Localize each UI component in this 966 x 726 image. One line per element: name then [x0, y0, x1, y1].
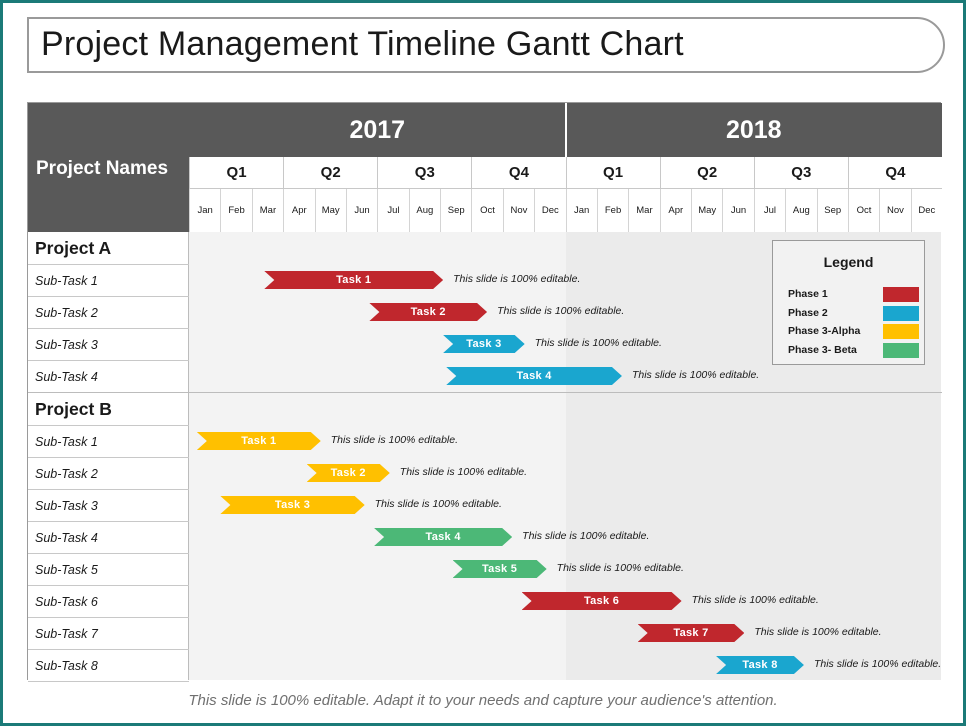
legend-item-label: Phase 1: [788, 288, 828, 300]
task-note: This slide is 100% editable.: [522, 530, 650, 542]
task-bar: Task 3: [443, 335, 525, 353]
year-header: 2017: [189, 103, 566, 157]
quarter-header: Q1: [189, 157, 284, 189]
task-note: This slide is 100% editable.: [691, 594, 819, 606]
subtask-name: Sub-Task 3: [28, 490, 189, 522]
month-header: Sep: [440, 189, 472, 232]
legend: Legend Phase 1 Phase 2 Phase 3-Alpha Phase …: [772, 240, 925, 365]
project-divider: [28, 392, 942, 393]
month-header: Dec: [534, 189, 566, 232]
month-header: Mar: [251, 189, 284, 232]
task-note: This slide is 100% editable.: [556, 562, 684, 574]
task-bar: Task 5: [453, 560, 547, 578]
quarter-header: Q2: [283, 157, 378, 189]
subtask-name: Sub-Task 1: [28, 426, 189, 458]
task-note: This slide is 100% editable.: [453, 273, 581, 285]
month-header: Jun: [345, 189, 378, 232]
month-header: Feb: [596, 189, 629, 232]
month-header: Apr: [659, 189, 691, 232]
quarter-header: Q2: [659, 157, 754, 189]
subtask-name: Sub-Task 4: [28, 522, 189, 554]
task-bar: Task 2: [307, 464, 390, 482]
month-header: Oct: [471, 189, 503, 232]
title-bar: Project Management Timeline Gantt Chart: [27, 17, 945, 73]
legend-item-label: Phase 3- Beta: [788, 343, 857, 356]
timeline-area-2017: [189, 232, 566, 680]
month-header: May: [314, 189, 346, 232]
task-note: This slide is 100% editable.: [754, 626, 882, 638]
task-note: This slide is 100% editable.: [534, 337, 662, 349]
task-note: This slide is 100% editable.: [399, 466, 528, 478]
task-bar: Task 7: [638, 624, 745, 642]
quarter-header: Q3: [377, 157, 472, 189]
year-header: 2018: [565, 103, 942, 157]
task-bar: Task 1: [264, 271, 443, 289]
project-names-header: Project Names: [28, 103, 189, 232]
legend-swatch: [883, 342, 919, 358]
month-header: Mar: [628, 189, 660, 232]
month-header: May: [691, 189, 723, 232]
page-title: Project Management Timeline Gantt Chart: [41, 25, 684, 63]
month-header: Apr: [283, 189, 315, 232]
month-header: Nov: [879, 189, 911, 232]
task-bar: Task 2: [369, 303, 487, 321]
task-bar: Task 1: [197, 432, 321, 450]
month-header: Jan: [189, 189, 221, 232]
legend-title: Legend: [823, 254, 874, 270]
month-header: Aug: [785, 189, 817, 232]
gantt-chart: Project Names Project A Sub-Task 1 Sub-Tas…: [27, 102, 942, 682]
subtask-name: Sub-Task 2: [28, 458, 189, 490]
subtask-name: Sub-Task 2: [28, 297, 189, 329]
month-header: Sep: [816, 189, 848, 232]
quarter-header: Q3: [753, 157, 848, 189]
task-note: This slide is 100% editable.: [497, 305, 625, 317]
task-bar: Task 3: [220, 496, 364, 514]
task-bar: Task 6: [522, 592, 682, 610]
legend-item-label: Phase 3-Alpha: [788, 325, 861, 337]
legend-item-label: Phase 2: [788, 306, 828, 319]
quarter-header: Q1: [565, 157, 660, 189]
month-header: Jul: [377, 189, 409, 232]
month-header: Dec: [910, 189, 942, 232]
task-note: This slide is 100% editable.: [330, 434, 459, 446]
task-bar: Task 4: [446, 367, 622, 385]
task-note: This slide is 100% editable.: [374, 498, 502, 510]
footer-note: This slide is 100% editable. Adapt it to…: [188, 692, 778, 709]
task-bar: Task 8: [716, 656, 804, 674]
month-header: Nov: [502, 189, 535, 232]
month-header: Oct: [847, 189, 880, 232]
month-header: Jan: [565, 189, 597, 232]
quarter-header: Q4: [471, 157, 566, 189]
task-bar: Task 4: [374, 528, 512, 546]
month-header: Jun: [722, 189, 754, 232]
subtask-name: Sub-Task 5: [28, 554, 189, 586]
project-names-label: Project Names: [36, 158, 169, 179]
legend-swatch: [883, 324, 919, 339]
project-name: Project A: [28, 232, 189, 265]
subtask-name: Sub-Task 8: [28, 650, 189, 682]
quarter-header: Q4: [847, 157, 942, 189]
legend-swatch: [883, 287, 919, 302]
subtask-name: Sub-Task 3: [28, 329, 189, 361]
subtask-name: Sub-Task 1: [28, 265, 189, 297]
month-header: Aug: [408, 189, 440, 232]
task-note: This slide is 100% editable.: [813, 658, 942, 670]
legend-swatch: [883, 305, 919, 321]
subtask-name: Sub-Task 4: [28, 361, 189, 393]
month-header: Jul: [753, 189, 786, 232]
task-note: This slide is 100% editable.: [631, 369, 760, 381]
month-header: Feb: [220, 189, 252, 232]
year-divider: [564, 103, 567, 157]
slide: Project Management Timeline Gantt Chart …: [3, 3, 963, 723]
subtask-name: Sub-Task 6: [28, 586, 189, 618]
project-name: Project B: [28, 393, 189, 426]
subtask-name: Sub-Task 7: [28, 618, 189, 650]
